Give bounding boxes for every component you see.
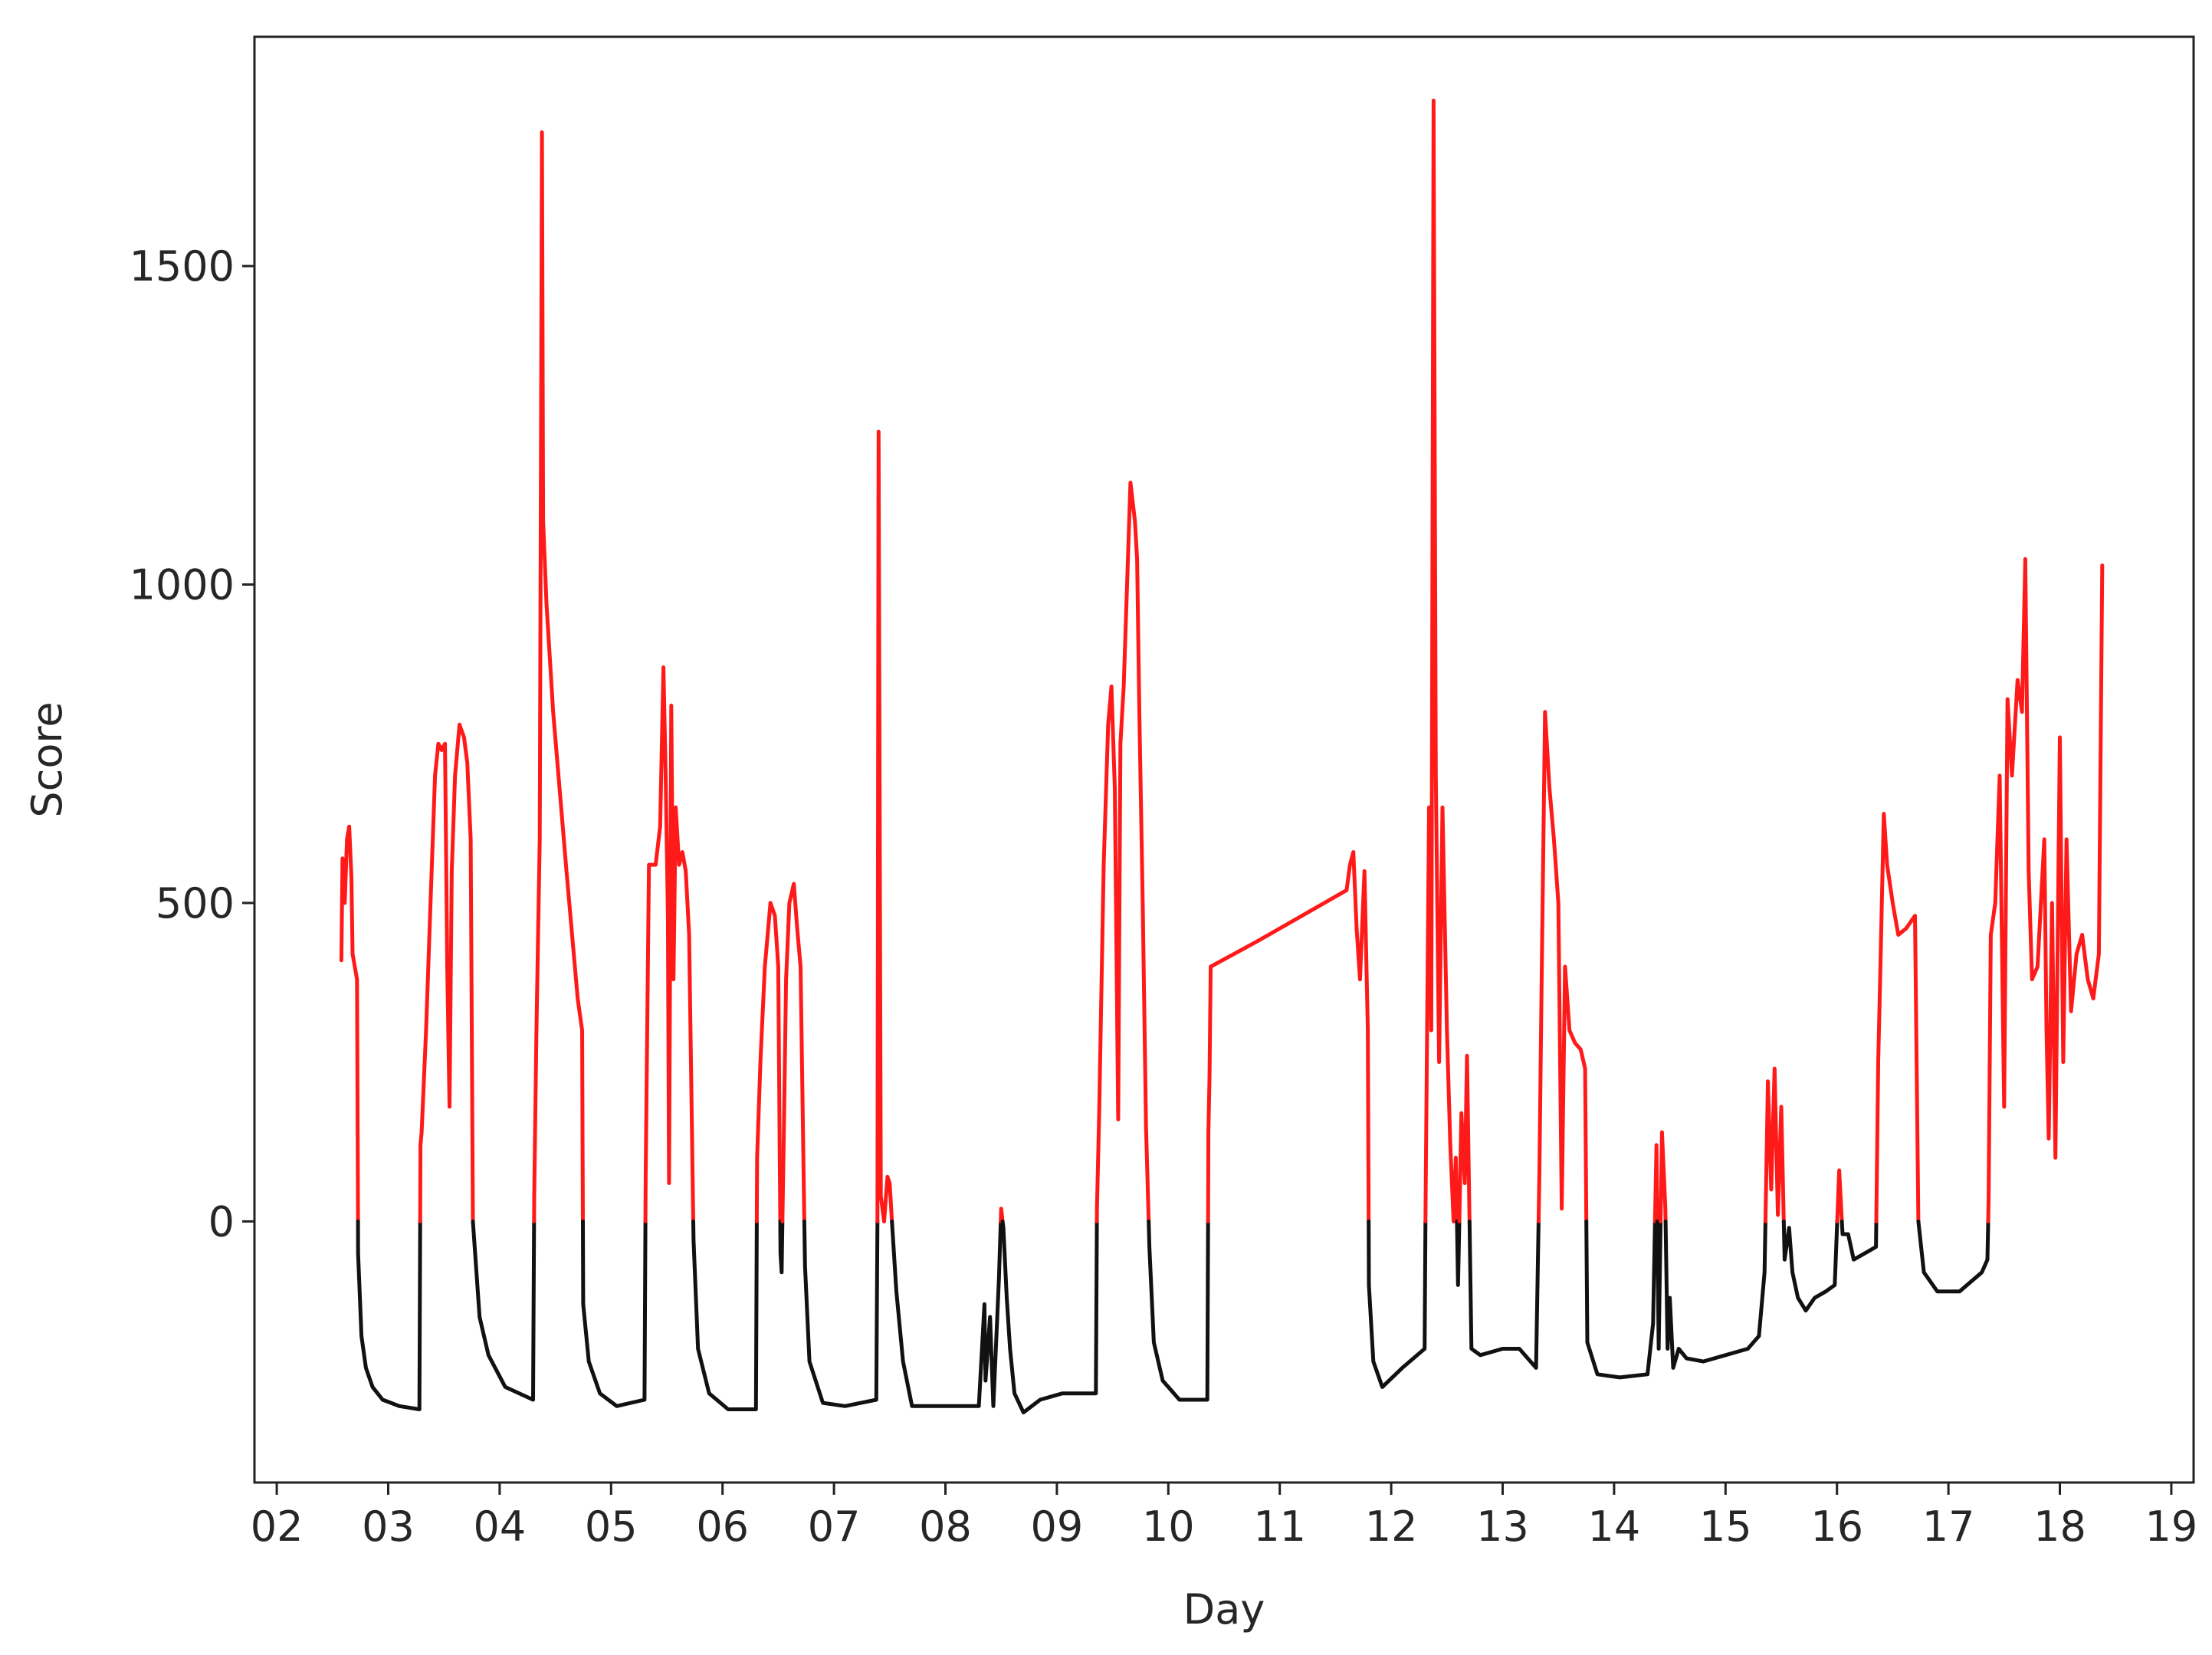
x-tick-label: 13 <box>1476 1502 1529 1551</box>
series-line-below-threshold <box>1663 1219 1767 1370</box>
series-line-below-threshold <box>1000 1219 1099 1415</box>
series-line-below-threshold <box>691 1219 759 1411</box>
series-line-below-threshold <box>356 1219 422 1411</box>
series-line-below-threshold <box>1455 1219 1462 1287</box>
x-tick-label: 08 <box>919 1502 972 1551</box>
x-tick-label: 10 <box>1142 1502 1195 1551</box>
series-line-below-threshold <box>1916 1219 1990 1294</box>
series-line-above-threshold <box>780 882 806 1223</box>
series-line-above-threshold <box>339 824 360 1223</box>
series-line-above-threshold <box>1536 710 1589 1223</box>
series-layer <box>339 98 2105 1415</box>
series-line-below-threshold <box>802 1219 880 1408</box>
series-line-above-threshold <box>1986 557 2105 1223</box>
x-tick-label: 18 <box>2033 1502 2086 1551</box>
x-tick-label: 07 <box>808 1502 861 1551</box>
series-line-above-threshold <box>1095 481 1151 1223</box>
x-tick-label: 12 <box>1365 1502 1418 1551</box>
series-line-below-threshold <box>1467 1219 1541 1370</box>
y-tick-label: 0 <box>208 1197 235 1246</box>
series-line-above-threshold <box>1423 98 1459 1223</box>
plot-frame <box>253 35 2195 1484</box>
series-line-below-threshold <box>1840 1219 1879 1262</box>
y-tick-label: 1500 <box>130 242 235 291</box>
series-line-below-threshold <box>1367 1219 1428 1389</box>
series-line-below-threshold <box>1655 1219 1663 1351</box>
y-tick-label: 1000 <box>130 561 235 609</box>
y-axis-label: Score <box>23 701 71 817</box>
x-tick-label: 17 <box>1922 1502 1975 1551</box>
series-line-above-threshold <box>754 901 783 1223</box>
series-line-above-threshold <box>999 1207 1005 1223</box>
x-tick-label: 03 <box>362 1502 415 1551</box>
x-tick-label: 16 <box>1810 1502 1863 1551</box>
x-axis-label: Day <box>1183 1585 1265 1634</box>
series-line-above-threshold <box>1874 812 1921 1223</box>
series-line-above-threshold <box>875 429 894 1223</box>
series-line-below-threshold <box>1584 1219 1657 1380</box>
x-tick-label: 14 <box>1588 1502 1641 1551</box>
series-line-above-threshold <box>1206 850 1371 1223</box>
x-tick-label: 11 <box>1253 1502 1306 1551</box>
x-tick-label: 05 <box>585 1502 638 1551</box>
series-line-below-threshold <box>1781 1219 1840 1313</box>
y-axis: 0 500 1000 1500 <box>130 242 254 1246</box>
series-line-below-threshold <box>1147 1219 1210 1402</box>
x-axis: 02 03 04 05 06 07 08 09 10 11 12 13 14 15 16 17 18 19 <box>251 1483 2198 1551</box>
series-line-below-threshold <box>778 1219 785 1275</box>
x-tick-label: 09 <box>1031 1502 1084 1551</box>
x-tick-label: 02 <box>251 1502 304 1551</box>
series-line-above-threshold <box>532 130 585 1223</box>
series-line-above-threshold <box>1652 1143 1659 1223</box>
series-line-above-threshold <box>1835 1168 1844 1223</box>
series-line-below-threshold <box>581 1219 648 1408</box>
series-line-above-threshold <box>1763 1066 1786 1223</box>
series-line-above-threshold <box>1659 1130 1668 1223</box>
series-line-below-threshold <box>890 1219 1003 1408</box>
x-tick-label: 06 <box>696 1502 749 1551</box>
x-tick-label: 19 <box>2145 1502 2198 1551</box>
x-tick-label: 15 <box>1699 1502 1752 1551</box>
series-line-above-threshold <box>418 722 475 1223</box>
x-tick-label: 04 <box>474 1502 527 1551</box>
series-line-below-threshold <box>471 1219 537 1402</box>
series-line-above-threshold <box>1457 1053 1472 1223</box>
series-line-above-threshold <box>643 665 695 1223</box>
y-tick-label: 500 <box>156 879 235 928</box>
